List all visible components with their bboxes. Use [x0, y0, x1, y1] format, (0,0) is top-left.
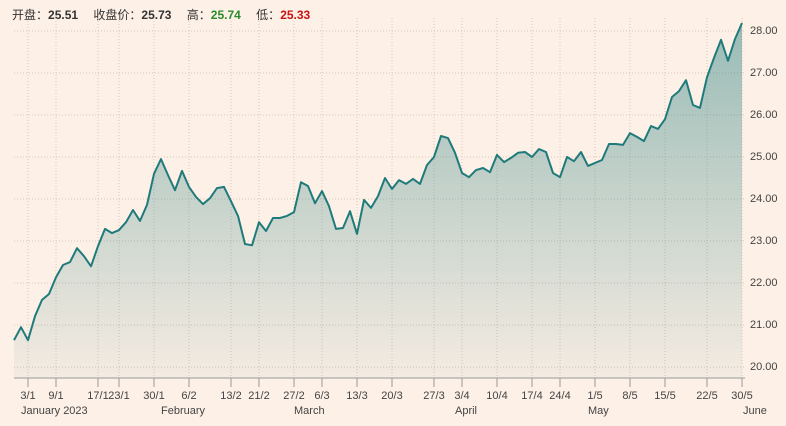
x-tick-label: 30/5: [731, 390, 752, 402]
x-tick-label: 21/2: [248, 390, 269, 402]
x-tick-label: 23/1: [108, 390, 129, 402]
high-label: 高：: [186, 8, 211, 22]
x-tick-label: 27/2: [283, 390, 304, 402]
y-tick-label: 27.00: [750, 67, 778, 79]
x-tick-label: 9/1: [48, 390, 63, 402]
x-tick-label: 6/3: [314, 390, 329, 402]
x-tick-label: 30/1: [143, 390, 164, 402]
x-tick-label: 22/5: [696, 390, 717, 402]
y-tick-label: 28.00: [750, 25, 778, 37]
x-tick-label: 24/4: [549, 390, 570, 402]
close-value: 25.73: [141, 8, 172, 22]
x-tick-label: 10/4: [486, 390, 507, 402]
x-tick-label: 13/3: [346, 390, 367, 402]
x-tick-label: 1/5: [587, 390, 602, 402]
x-tick-label: 3/4: [454, 390, 469, 402]
y-tick-label: 25.00: [750, 151, 778, 163]
x-tick-label: 13/2: [220, 390, 241, 402]
month-label: March: [294, 405, 325, 417]
area: [14, 23, 742, 378]
x-tick-label: 20/3: [381, 390, 402, 402]
month-label: May: [588, 405, 609, 417]
low-value: 25.33: [280, 8, 311, 22]
month-label: June: [743, 405, 767, 417]
line: [13, 22, 743, 342]
y-tick-label: 24.00: [750, 193, 778, 205]
y-tick-label: 21.00: [750, 319, 778, 331]
close-label: 收盘价：: [93, 8, 142, 22]
x-tick-label: 27/3: [423, 390, 444, 402]
y-tick-label: 20.00: [750, 361, 778, 373]
high-value: 25.74: [210, 8, 241, 22]
x-tick-label: 17/4: [521, 390, 542, 402]
x-tick-label: 15/5: [654, 390, 675, 402]
month-label: January 2023: [21, 405, 88, 417]
month-label: February: [161, 405, 206, 417]
y-tick-label: 22.00: [750, 277, 778, 289]
y-tick-label: 23.00: [750, 235, 778, 247]
x-tick-label: 6/2: [181, 390, 196, 402]
open-label: 开盘：: [12, 8, 49, 22]
y-tick-label: 26.00: [750, 109, 778, 121]
x-tick-label: 3/1: [20, 390, 35, 402]
x-tick-label: 8/5: [622, 390, 637, 402]
x-tick-label: 17/1: [87, 390, 108, 402]
ohlc-header: 开盘：25.51 收盘价：25.73 高：25.74 低：25.33: [12, 6, 322, 23]
month-label: April: [455, 405, 477, 417]
low-label: 低：: [256, 8, 281, 22]
